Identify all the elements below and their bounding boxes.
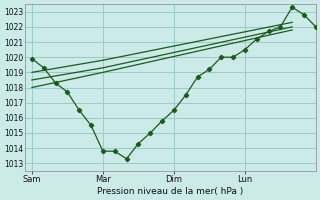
X-axis label: Pression niveau de la mer( hPa ): Pression niveau de la mer( hPa ): [97, 187, 244, 196]
